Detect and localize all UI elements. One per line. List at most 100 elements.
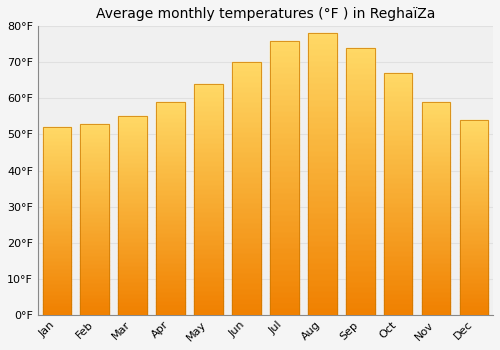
Bar xyxy=(118,239,147,243)
Bar xyxy=(156,196,185,200)
Bar xyxy=(42,202,71,206)
Bar xyxy=(308,45,336,50)
Bar xyxy=(422,115,450,119)
Bar xyxy=(422,208,450,213)
Bar xyxy=(156,306,185,310)
Bar xyxy=(422,285,450,289)
Bar xyxy=(156,166,185,170)
Bar xyxy=(194,296,223,301)
Bar xyxy=(308,186,336,191)
Bar xyxy=(118,228,147,231)
Bar xyxy=(460,186,488,190)
Bar xyxy=(232,128,260,133)
Bar xyxy=(232,123,260,128)
Bar xyxy=(384,237,412,242)
Bar xyxy=(80,196,109,200)
Bar xyxy=(156,310,185,315)
Bar xyxy=(156,158,185,162)
Bar xyxy=(346,58,374,64)
Bar xyxy=(42,288,71,292)
Bar xyxy=(156,268,185,272)
Bar xyxy=(422,166,450,170)
Bar xyxy=(80,158,109,162)
Bar xyxy=(422,213,450,217)
Bar xyxy=(118,236,147,239)
Bar xyxy=(308,281,336,287)
Bar xyxy=(118,275,147,279)
Bar xyxy=(42,296,71,300)
Bar xyxy=(42,187,71,191)
Bar xyxy=(308,62,336,67)
Bar xyxy=(232,289,260,295)
Bar xyxy=(232,173,260,178)
Bar xyxy=(270,123,298,128)
Bar xyxy=(42,146,71,150)
Bar xyxy=(460,132,488,135)
Bar xyxy=(270,287,298,293)
Bar xyxy=(308,309,336,315)
Bar xyxy=(118,303,147,307)
Bar xyxy=(384,121,412,126)
Bar xyxy=(80,139,109,143)
Bar xyxy=(42,168,71,172)
Bar xyxy=(156,153,185,158)
Bar xyxy=(422,238,450,243)
Bar xyxy=(232,163,260,168)
Bar xyxy=(42,251,71,255)
Bar xyxy=(308,259,336,264)
Bar xyxy=(80,143,109,147)
Bar xyxy=(346,203,374,208)
Bar xyxy=(384,305,412,310)
Bar xyxy=(118,164,147,168)
Bar xyxy=(194,84,223,89)
Bar xyxy=(232,118,260,123)
Bar xyxy=(308,118,336,124)
Bar xyxy=(460,147,488,151)
Bar xyxy=(270,172,298,178)
Bar xyxy=(384,228,412,233)
Bar xyxy=(460,206,488,210)
Bar xyxy=(270,189,298,194)
Bar xyxy=(460,229,488,233)
Bar xyxy=(42,311,71,315)
Bar xyxy=(422,294,450,298)
Bar xyxy=(232,168,260,173)
Bar xyxy=(346,283,374,288)
Bar xyxy=(232,264,260,270)
Bar xyxy=(270,68,298,74)
Bar xyxy=(270,238,298,244)
Bar xyxy=(156,106,185,111)
Bar xyxy=(194,162,223,167)
Bar xyxy=(156,102,185,315)
Bar xyxy=(308,214,336,219)
Bar xyxy=(422,149,450,153)
Bar xyxy=(270,194,298,200)
Bar xyxy=(384,78,412,83)
Bar xyxy=(308,146,336,152)
Bar xyxy=(80,185,109,189)
Bar xyxy=(460,256,488,260)
Bar xyxy=(422,145,450,149)
Bar xyxy=(194,213,223,218)
Bar xyxy=(308,270,336,275)
Bar xyxy=(118,204,147,208)
Bar xyxy=(384,218,412,223)
Bar xyxy=(460,155,488,159)
Bar xyxy=(346,69,374,75)
Bar xyxy=(42,157,71,161)
Bar xyxy=(80,258,109,261)
Bar xyxy=(42,259,71,262)
Bar xyxy=(118,136,147,140)
Bar xyxy=(80,211,109,215)
Bar xyxy=(422,289,450,294)
Bar xyxy=(460,171,488,175)
Bar xyxy=(80,307,109,311)
Bar xyxy=(308,230,336,236)
Bar xyxy=(460,276,488,280)
Bar xyxy=(384,276,412,281)
Bar xyxy=(156,298,185,302)
Bar xyxy=(308,191,336,197)
Bar xyxy=(346,64,374,69)
Bar xyxy=(232,62,260,315)
Bar xyxy=(460,268,488,272)
